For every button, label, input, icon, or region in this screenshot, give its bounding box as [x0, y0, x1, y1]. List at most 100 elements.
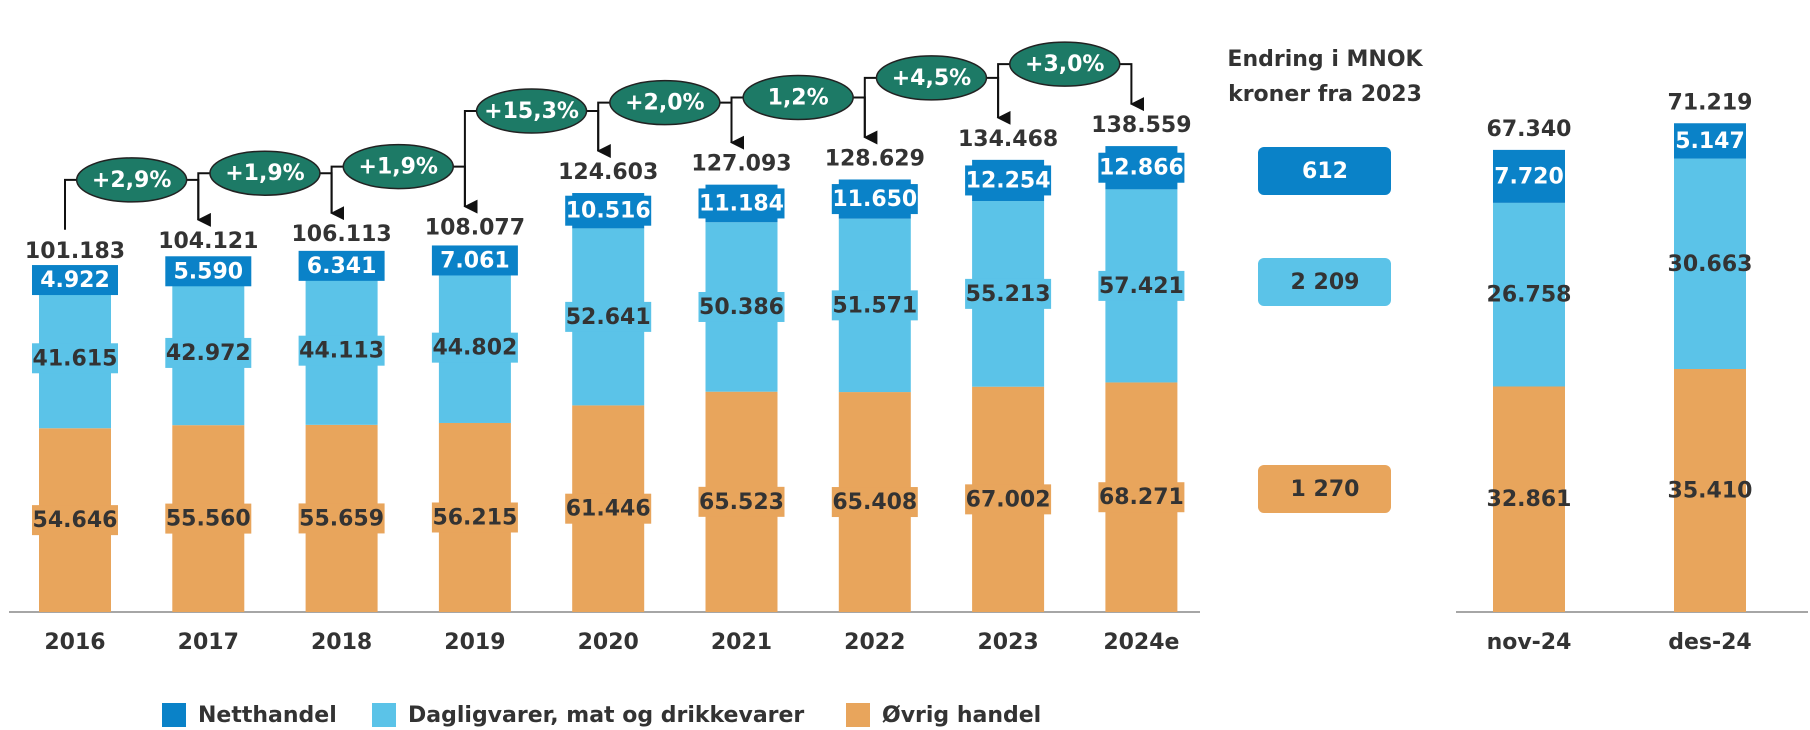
total-label: 124.603: [558, 160, 658, 185]
x-tick-label: 2022: [844, 630, 905, 655]
label-box: [32, 505, 118, 536]
value-label: 52.641: [566, 305, 651, 330]
change-value: 2 209: [1291, 270, 1360, 295]
value-label: 10.516: [566, 199, 651, 224]
bar-segment: [1674, 158, 1746, 369]
growth-label: +15,3%: [484, 99, 579, 124]
growth-label: +2,0%: [625, 91, 704, 116]
value-label: 12.254: [966, 168, 1051, 193]
value-label: 55.659: [299, 506, 384, 531]
value-label: 5.147: [1675, 129, 1745, 154]
label-box: [1098, 482, 1185, 513]
label-box: [298, 503, 385, 534]
legend-swatch: [846, 703, 870, 727]
label-box: [565, 195, 652, 226]
label-box: [431, 502, 518, 533]
growth-badge: [475, 88, 588, 134]
value-label: 65.408: [832, 490, 917, 515]
legend-label: Netthandel: [198, 703, 337, 728]
label-box: [965, 165, 1052, 196]
total-label: 138.559: [1091, 113, 1191, 138]
value-label: 68.271: [1099, 485, 1184, 510]
bar-segment: [1674, 368, 1746, 612]
total-label: 101.183: [25, 239, 125, 264]
growth-badge: [875, 55, 988, 101]
total-label: 128.629: [825, 146, 925, 171]
change-value: 1 270: [1291, 477, 1360, 502]
x-tick-label: 2024e: [1103, 630, 1179, 655]
growth-label: +2,9%: [92, 168, 171, 193]
label-box: [165, 256, 252, 287]
label-box: [32, 265, 118, 296]
x-tick-label: 2020: [578, 630, 639, 655]
panel-title: kroner fra 2023: [1228, 82, 1422, 107]
value-label: 6.341: [307, 254, 377, 279]
value-label: 4.922: [40, 268, 110, 293]
x-tick-label: nov-24: [1487, 630, 1572, 655]
label-box: [431, 245, 518, 276]
total-label: 106.113: [291, 222, 391, 247]
value-label: 61.446: [566, 497, 651, 522]
value-label: 30.663: [1668, 252, 1753, 277]
total-label: 127.093: [691, 152, 791, 177]
label-box: [165, 503, 252, 534]
change-value: 612: [1302, 159, 1348, 184]
total-label: 104.121: [158, 229, 258, 254]
value-label: 51.571: [832, 293, 917, 318]
x-tick-label: 2023: [977, 630, 1038, 655]
x-tick-label: 2017: [178, 630, 239, 655]
change-box: [1258, 147, 1391, 195]
value-label: 67.002: [966, 487, 1051, 512]
label-box: [32, 343, 118, 374]
x-tick-label: 2016: [44, 630, 105, 655]
bar-segment: [1493, 202, 1565, 387]
growth-badge: [1009, 41, 1121, 87]
panel-title: Endring i MNOK: [1227, 47, 1423, 72]
value-label: 7.061: [440, 248, 510, 273]
value-label: 12.866: [1099, 156, 1184, 181]
value-label: 54.646: [33, 508, 118, 533]
label-box: [1098, 270, 1185, 301]
value-label: 11.184: [699, 191, 784, 216]
growth-badge: [209, 150, 321, 196]
growth-badge: [742, 74, 854, 121]
label-box: [831, 290, 918, 321]
total-label: 71.219: [1668, 90, 1753, 115]
growth-label: 1,2%: [768, 85, 829, 110]
legend-swatch: [372, 703, 396, 727]
legend-label: Dagligvarer, mat og drikkevarer: [408, 703, 804, 728]
value-label: 42.972: [166, 341, 251, 366]
total-label: 108.077: [425, 216, 525, 241]
growth-label: +1,9%: [359, 155, 438, 180]
legend-label: Øvrig handel: [882, 703, 1041, 728]
change-box: [1258, 465, 1391, 513]
value-label: 7.720: [1494, 164, 1564, 189]
growth-label: +3,0%: [1025, 52, 1104, 77]
value-label: 65.523: [699, 490, 784, 515]
label-box: [698, 291, 785, 322]
growth-badge: [609, 79, 721, 126]
value-label: 35.410: [1668, 478, 1753, 503]
label-box: [565, 301, 652, 332]
value-label: 11.650: [832, 187, 917, 212]
value-label: 32.861: [1487, 487, 1572, 512]
value-label: 55.213: [966, 282, 1051, 307]
growth-badge: [342, 143, 454, 190]
label-box: [565, 493, 652, 524]
x-tick-label: 2021: [711, 630, 772, 655]
growth-badge: [75, 157, 188, 203]
label-box: [831, 487, 918, 518]
value-label: 5.590: [174, 259, 244, 284]
value-label: 26.758: [1487, 283, 1572, 308]
label-box: [965, 278, 1052, 309]
growth-label: +1,9%: [225, 161, 304, 186]
label-box: [965, 484, 1052, 515]
x-tick-label: des-24: [1668, 630, 1752, 655]
bar-segment: [1493, 149, 1565, 203]
label-box: [298, 335, 385, 366]
x-tick-label: 2019: [444, 630, 505, 655]
bar-segment: [1674, 123, 1746, 159]
label-box: [831, 184, 918, 215]
label-box: [298, 250, 385, 281]
